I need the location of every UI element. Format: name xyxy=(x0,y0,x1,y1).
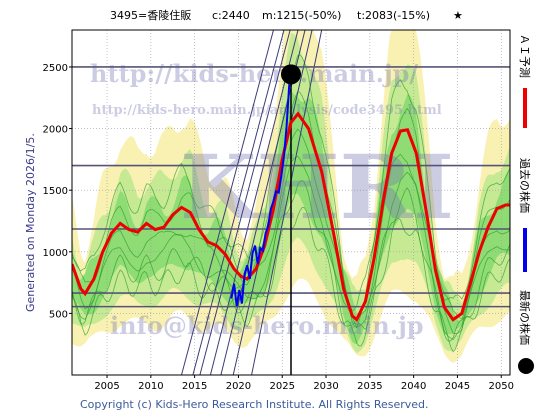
star-icon: ★ xyxy=(453,9,463,22)
legend-latest-price-label: 最新の株価 xyxy=(518,290,532,345)
plot-frame xyxy=(71,29,511,376)
x-tick-label: 2020 xyxy=(226,381,251,392)
copyright-footer: Copyright (c) Kids-Hero Research Institu… xyxy=(80,398,429,411)
x-tick-label: 2050 xyxy=(489,381,514,392)
current-price-label: c:2440 xyxy=(212,9,250,22)
chart-header: 3495=香陵住販 c:2440 m:1215(-50%) t:2083(-15… xyxy=(110,8,463,22)
x-tick-label: 2010 xyxy=(138,381,163,392)
trend-line xyxy=(199,30,291,375)
legend-ai-forecast-label: ＡＩ予測 xyxy=(518,34,532,78)
legend-past-price-swatch xyxy=(523,228,527,272)
y-tick-label: 1000 xyxy=(43,248,68,259)
x-tick-label: 2025 xyxy=(270,381,295,392)
watermark-logo: KHRI xyxy=(180,135,454,239)
stock-code-name: 3495=香陵住販 xyxy=(110,8,191,22)
y-tick-label: 2000 xyxy=(43,125,68,136)
trend-line xyxy=(192,30,285,375)
trend-line xyxy=(209,30,299,375)
y-tick-label: 500 xyxy=(49,309,68,320)
trend-line xyxy=(251,30,323,375)
trend-line xyxy=(220,30,306,375)
watermark-analysis-url: http://kids-hero.main.jp/analysis/code34… xyxy=(92,103,442,118)
x-tick-label: 2035 xyxy=(357,381,382,392)
x-tick-label: 2005 xyxy=(94,381,119,392)
ai-forecast-line xyxy=(72,111,510,322)
target-price-label: t:2083(-15%) xyxy=(357,9,430,22)
x-tick-label: 2030 xyxy=(313,381,338,392)
legend-latest-price-icon xyxy=(518,358,534,374)
x-axis: 2005 2010 2015 2020 2025 2030 2035 2040 2045 2050 xyxy=(94,375,514,392)
watermark-mail: info@kids-hero.main.jp xyxy=(110,311,424,340)
min-price-label: m:1215(-50%) xyxy=(262,9,341,22)
legend-past-price-label: 過去の株価 xyxy=(518,158,532,213)
legend-ai-forecast-swatch xyxy=(523,88,527,128)
current-price-marker xyxy=(281,64,301,85)
x-tick-label: 2015 xyxy=(182,381,207,392)
y-tick-label: 2500 xyxy=(43,63,68,74)
watermark-url: http://kids-hero.main.jp/ xyxy=(90,59,418,88)
x-tick-label: 2040 xyxy=(401,381,426,392)
trend-line xyxy=(181,30,274,375)
past-price-line xyxy=(230,74,292,307)
band-inner xyxy=(72,90,510,345)
y-tick-label: 1500 xyxy=(43,186,68,197)
legend: ＡＩ予測 過去の株価 最新の株価 xyxy=(518,34,534,374)
generated-date-label: Generated on Monday 2026/1/5. xyxy=(24,133,37,312)
x-tick-label: 2045 xyxy=(445,381,470,392)
y-axis: 500 1000 1500 2000 2500 xyxy=(43,63,72,320)
